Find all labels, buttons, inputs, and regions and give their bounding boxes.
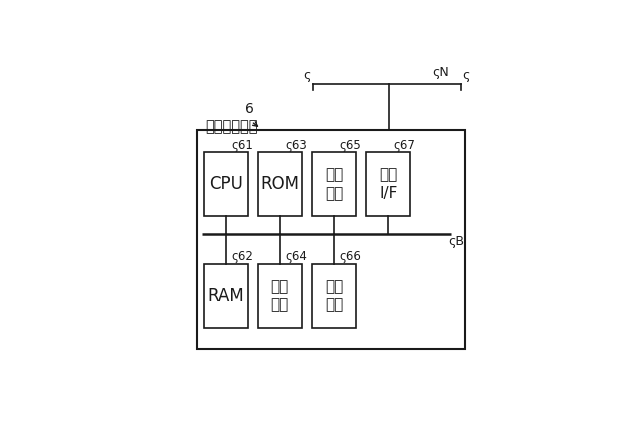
Bar — [366, 153, 410, 216]
Bar — [197, 130, 465, 349]
Text: 入力
装置: 入力 装置 — [325, 167, 344, 201]
Text: RAM: RAM — [207, 286, 244, 305]
Text: ς66: ς66 — [340, 250, 362, 263]
Text: 通信
I/F: 通信 I/F — [379, 167, 397, 201]
Bar — [258, 264, 302, 328]
Text: ς61: ς61 — [231, 139, 253, 152]
Text: ς: ς — [303, 69, 310, 82]
Text: 表示
装置: 表示 装置 — [325, 279, 344, 312]
Text: コンピュータ: コンピュータ — [205, 119, 258, 134]
Bar — [204, 264, 248, 328]
Text: ς62: ς62 — [231, 250, 253, 263]
Bar — [258, 153, 302, 216]
Text: ς64: ς64 — [285, 250, 307, 263]
Text: ROM: ROM — [260, 176, 300, 193]
Text: 記憦
装置: 記憦 装置 — [271, 279, 289, 312]
Bar — [204, 153, 248, 216]
Text: ς: ς — [462, 69, 470, 82]
Bar — [312, 153, 356, 216]
Text: ς65: ς65 — [340, 139, 362, 152]
Bar — [312, 264, 356, 328]
Text: ς67: ς67 — [394, 139, 415, 152]
Text: CPU: CPU — [209, 176, 243, 193]
Text: ςN: ςN — [432, 66, 449, 79]
Text: ςB: ςB — [449, 235, 465, 248]
Text: ς63: ς63 — [285, 139, 307, 152]
Text: 6: 6 — [244, 102, 253, 116]
